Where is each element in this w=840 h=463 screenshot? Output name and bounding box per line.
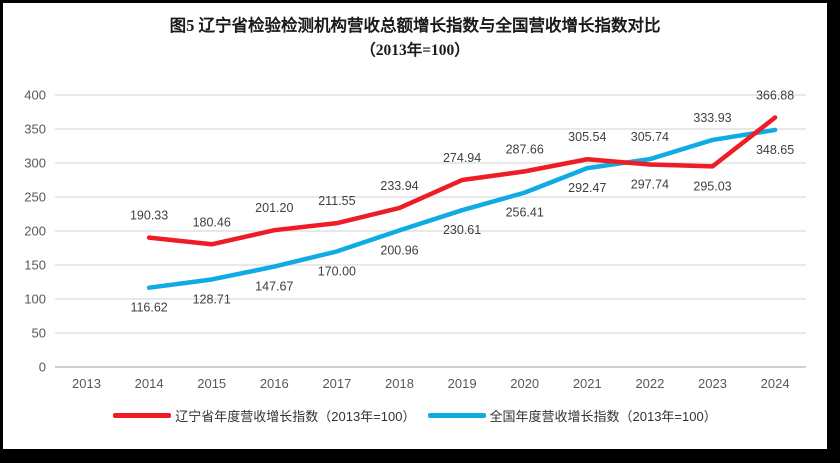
y-tick-label: 400: [24, 88, 46, 103]
data-label: 211.55: [318, 194, 355, 208]
data-label: 348.65: [756, 143, 794, 157]
data-label: 256.41: [506, 206, 544, 220]
chart-legend: 辽宁省年度营收增长指数（2013年=100） 全国年度营收增长指数（2013年=…: [3, 406, 827, 425]
y-tick-label: 50: [32, 326, 46, 341]
data-label: 190.33: [130, 209, 168, 223]
data-label: 233.94: [380, 179, 418, 193]
legend-line-swatch-red: [113, 413, 172, 418]
data-label: 147.67: [255, 280, 293, 294]
y-tick-label: 0: [39, 360, 46, 375]
data-label: 366.88: [756, 89, 794, 103]
y-tick-label: 200: [24, 224, 46, 239]
y-tick-label: 150: [24, 258, 46, 273]
x-tick-label: 2022: [635, 376, 664, 391]
data-label: 180.46: [193, 215, 231, 229]
data-label: 201.20: [255, 201, 293, 215]
y-tick-label: 250: [24, 190, 46, 205]
legend-entry-national: 全国年度营收增长指数（2013年=100）: [427, 406, 717, 425]
data-label: 292.47: [568, 181, 606, 195]
chart-title: 图5 辽宁省检验检测机构营收总额增长指数与全国营收增长指数对比: [169, 16, 661, 35]
chart-title-block: 图5 辽宁省检验检测机构营收总额增长指数与全国营收增长指数对比 （2013年=1…: [3, 13, 827, 63]
legend-label-liaoning: 辽宁省年度营收增长指数（2013年=100）: [175, 409, 416, 424]
data-label: 297.74: [631, 178, 669, 192]
data-label: 230.61: [443, 223, 481, 237]
y-tick-label: 300: [24, 156, 46, 171]
x-tick-label: 2014: [135, 376, 164, 391]
series-line: [146, 127, 778, 290]
x-tick-label: 2018: [385, 376, 414, 391]
x-tick-label: 2024: [761, 376, 790, 391]
line-chart: 0 50 100 150 200 250 300 350 400 2013 2014 2015 2016…: [24, 88, 806, 391]
series-line: [146, 115, 778, 247]
data-label: 305.54: [568, 130, 606, 144]
x-tick-label: 2016: [260, 376, 289, 391]
x-tick-label: 2013: [72, 376, 101, 391]
data-label: 116.62: [130, 301, 167, 315]
x-tick-label: 2019: [448, 376, 477, 391]
legend-line-swatch-blue: [427, 413, 486, 418]
data-label: 274.94: [443, 151, 481, 165]
x-tick-label: 2021: [573, 376, 602, 391]
x-tick-label: 2020: [510, 376, 539, 391]
x-tick-label: 2023: [698, 376, 727, 391]
y-tick-label: 350: [24, 122, 46, 137]
data-label: 128.71: [193, 292, 231, 306]
x-tick-label: 2017: [322, 376, 351, 391]
legend-label-national: 全国年度营收增长指数（2013年=100）: [489, 409, 717, 424]
data-label: 200.96: [380, 243, 418, 257]
chart-subtitle: （2013年=100）: [360, 42, 470, 60]
data-label: 295.03: [693, 179, 731, 193]
data-label: 305.74: [631, 130, 669, 144]
data-label: 333.93: [693, 111, 731, 125]
legend-entry-liaoning: 辽宁省年度营收增长指数（2013年=100）: [113, 406, 416, 425]
data-label: 170.00: [318, 264, 356, 278]
data-label: 287.66: [506, 142, 544, 156]
x-tick-label: 2015: [197, 376, 226, 391]
y-tick-label: 100: [24, 292, 46, 307]
